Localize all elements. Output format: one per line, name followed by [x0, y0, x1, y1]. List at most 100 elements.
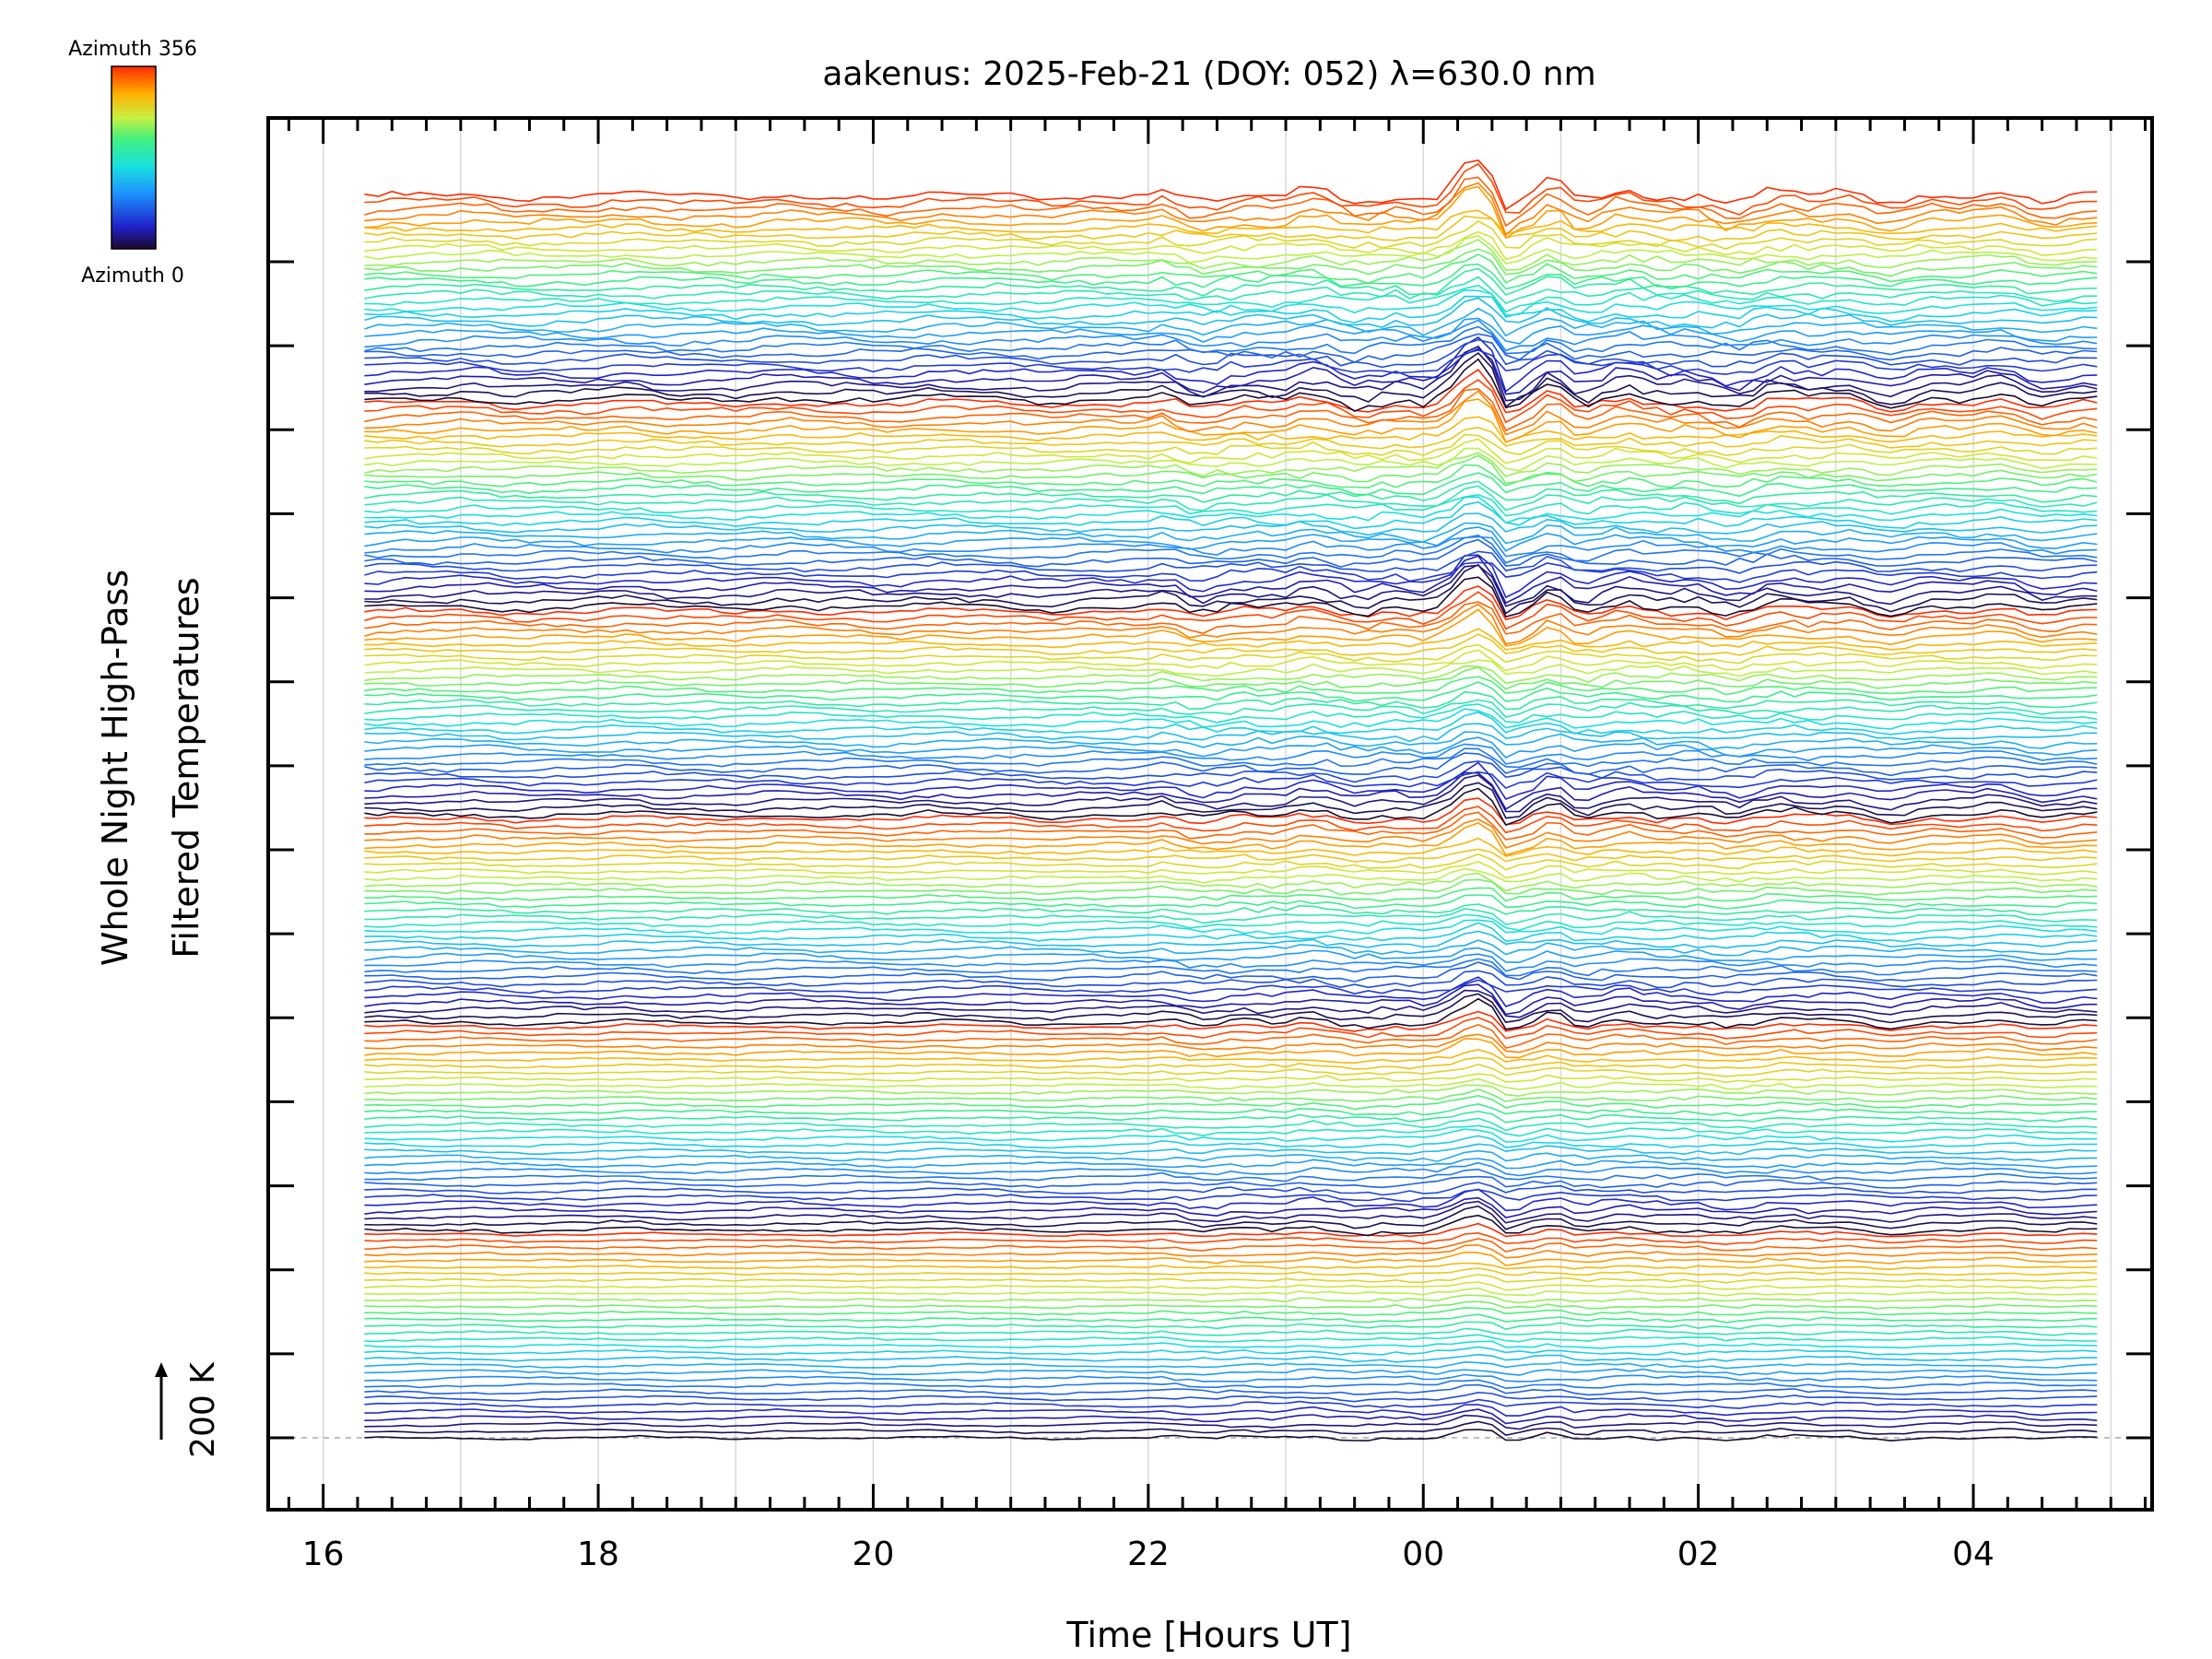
series-line	[364, 806, 2098, 834]
colorbar	[111, 65, 157, 250]
series-line	[364, 1321, 2098, 1331]
series-line	[364, 771, 2098, 790]
series-line	[364, 643, 2098, 665]
series-line	[364, 760, 2098, 783]
scale-label: 200 K	[184, 1361, 222, 1458]
series-line	[364, 818, 2098, 849]
series-line	[364, 496, 2098, 524]
series-line	[364, 485, 2098, 512]
series-line	[364, 555, 2098, 605]
series-line	[364, 970, 2098, 989]
series-line	[364, 774, 2098, 813]
series-line	[364, 416, 2098, 443]
series-line	[364, 1033, 2098, 1053]
series-line	[364, 1222, 2098, 1238]
series-line	[364, 1353, 2098, 1363]
series-line	[364, 390, 2098, 436]
series-line	[364, 867, 2098, 884]
series-line	[364, 1346, 2098, 1356]
series-line	[364, 1158, 2098, 1170]
series-line	[364, 1243, 2098, 1259]
series-line	[364, 267, 2098, 297]
series-line	[364, 922, 2098, 943]
series-line	[364, 1077, 2098, 1090]
series-line	[364, 1287, 2098, 1297]
series-line	[364, 1135, 2098, 1149]
y-axis-label-line1: Whole Night High-Pass	[95, 570, 135, 966]
series-line	[364, 176, 2098, 228]
series-line	[364, 1110, 2098, 1124]
series-line	[364, 961, 2098, 982]
series-line	[364, 398, 2098, 443]
series-line	[364, 983, 2098, 1016]
series-line	[364, 1383, 2098, 1396]
series-line	[364, 953, 2098, 972]
series-line	[364, 1188, 2098, 1203]
series-line	[364, 997, 2098, 1030]
series-line	[364, 550, 2098, 574]
series-line	[364, 185, 2098, 240]
temperature-series	[364, 159, 2098, 1442]
series-line	[364, 887, 2098, 902]
series-line	[364, 1340, 2098, 1349]
series-line	[364, 903, 2098, 916]
series-line	[364, 1038, 2098, 1059]
series-line	[364, 993, 2098, 1024]
series-line	[364, 708, 2098, 730]
series-line	[364, 564, 2098, 607]
series-line	[364, 989, 2098, 1018]
series-line	[364, 1175, 2098, 1189]
series-line	[364, 608, 2098, 647]
series-line	[364, 752, 2098, 777]
series-line	[364, 561, 2098, 583]
series-line	[364, 1084, 2098, 1097]
series-line	[364, 522, 2098, 545]
series-line	[364, 1102, 2098, 1117]
series-line	[364, 1128, 2098, 1143]
series-line	[364, 472, 2098, 498]
series-line	[364, 538, 2098, 568]
series-line	[364, 358, 2098, 412]
series-line	[364, 295, 2098, 324]
series-line	[364, 345, 2098, 402]
series-line	[364, 307, 2098, 337]
series-line	[364, 1205, 2098, 1230]
series-line	[364, 284, 2098, 313]
axis-ticks	[268, 118, 2152, 1510]
series-line	[364, 649, 2098, 672]
x-tick-label: 16	[302, 1535, 345, 1573]
series-line	[364, 535, 2098, 558]
series-line	[364, 665, 2098, 685]
series-line	[364, 1273, 2098, 1284]
series-line	[364, 1251, 2098, 1266]
series-line	[364, 1117, 2098, 1132]
series-line	[364, 919, 2098, 935]
series-line	[364, 554, 2098, 599]
series-line	[364, 534, 2098, 564]
series-line	[364, 585, 2098, 621]
series-line	[364, 703, 2098, 724]
series-line	[364, 1182, 2098, 1196]
series-line	[364, 336, 2098, 394]
series-line	[364, 248, 2098, 277]
series-line	[364, 1196, 2098, 1218]
series-line	[364, 1262, 2098, 1271]
series-line	[364, 930, 2098, 949]
series-line	[364, 182, 2098, 237]
series-line	[364, 681, 2098, 703]
series-line	[364, 325, 2098, 356]
series-line	[364, 347, 2098, 395]
series-line	[364, 1214, 2098, 1237]
series-line	[364, 1267, 2098, 1277]
x-tick-label: 02	[1677, 1535, 1720, 1573]
series-line	[364, 878, 2098, 896]
x-tick-label: 22	[1127, 1535, 1170, 1573]
series-line	[364, 1161, 2098, 1177]
series-line	[364, 659, 2098, 677]
series-line	[364, 690, 2098, 711]
series-line	[364, 853, 2098, 871]
colorbar-min-label: Azimuth 0	[81, 265, 184, 288]
series-line	[364, 230, 2098, 261]
series-line	[364, 333, 2098, 363]
